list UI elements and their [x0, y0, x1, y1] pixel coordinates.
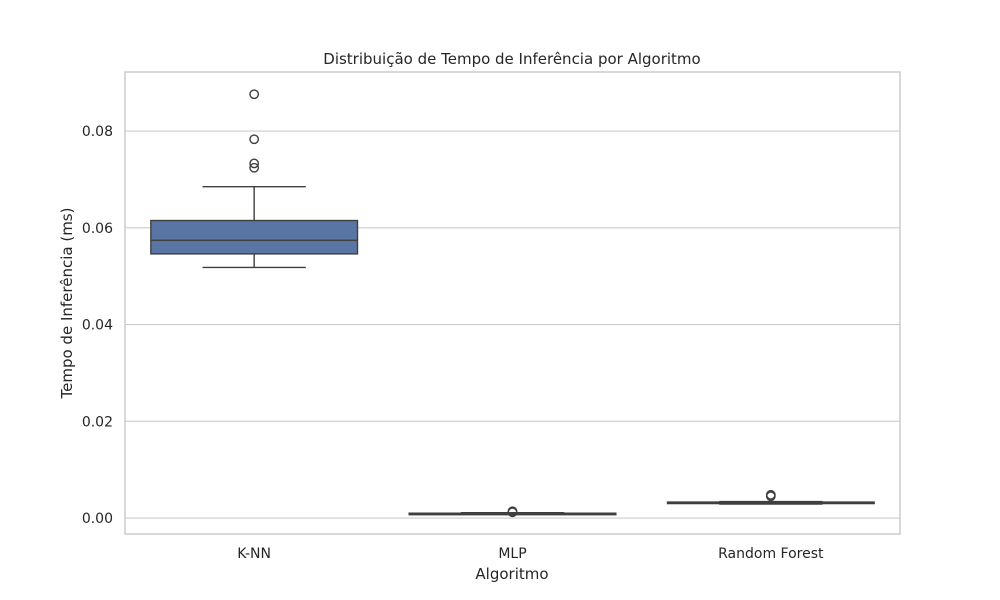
- plot-frame: [124, 71, 901, 535]
- box-group-k-nn: [150, 89, 359, 269]
- y-axis-ticks: 0.00 0.02 0.04 0.06 0.08: [82, 124, 113, 527]
- x-axis-ticks: K-NN MLP Random Forest: [237, 546, 824, 562]
- y-tick-label: 0.06: [82, 221, 113, 237]
- iqr-box: [150, 219, 359, 255]
- boxes: [150, 89, 875, 518]
- outlier-point: [249, 158, 260, 169]
- outlier-point: [249, 162, 260, 173]
- grid-lines: [125, 130, 900, 519]
- y-axis-label: Tempo de Inferência (ms): [58, 208, 76, 400]
- y-tick-label: 0.00: [82, 511, 113, 527]
- outlier-point: [249, 89, 260, 100]
- chart-title: Distribuição de Tempo de Inferência por …: [323, 50, 700, 68]
- x-tick-label: MLP: [498, 546, 526, 562]
- y-tick-label: 0.02: [82, 414, 113, 430]
- box-group-random-forest: [666, 489, 875, 505]
- x-axis-label: Algoritmo: [475, 565, 548, 583]
- y-tick-label: 0.08: [82, 124, 113, 140]
- box-group-mlp: [408, 506, 617, 518]
- outlier-point: [249, 134, 260, 145]
- outlier-point: [765, 489, 776, 500]
- outlier-point: [507, 506, 518, 517]
- y-tick-label: 0.04: [82, 318, 113, 334]
- x-tick-label: K-NN: [237, 546, 271, 562]
- x-tick-label: Random Forest: [718, 546, 824, 562]
